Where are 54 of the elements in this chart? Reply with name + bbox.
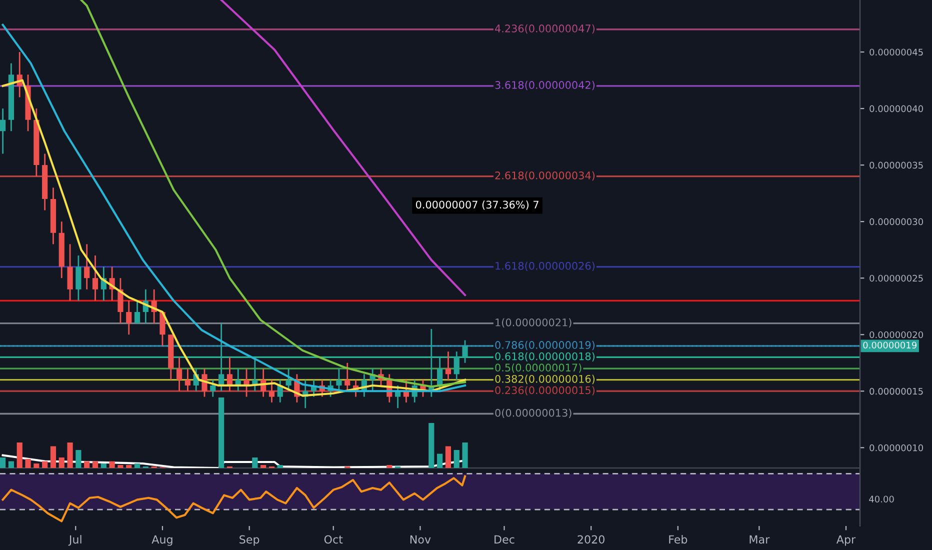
- y-tick-label: 0.00000020: [870, 331, 923, 338]
- annotation: 0.00000007 (37.36%) 7: [416, 200, 538, 210]
- candlestick: [344, 362, 350, 392]
- candlestick: [126, 300, 132, 336]
- y-tick-label: 0.00000030: [870, 218, 923, 226]
- ref-line-label: 1(0.00000021): [496, 318, 572, 328]
- ref-line-label: 0(0.00000013): [495, 408, 572, 418]
- x-tick-label: Aug: [152, 535, 172, 546]
- y-tick-label: 0.00000035: [870, 162, 923, 169]
- x-tick-label: 2020: [578, 535, 604, 544]
- x-tick-label: Mar: [750, 535, 770, 544]
- x-tick-label: Oct: [324, 535, 343, 544]
- candlestick: [336, 368, 342, 392]
- y-tick-label: 0.00000045: [870, 48, 923, 56]
- candlestick: [184, 368, 190, 392]
- y-tick-label: 0.00000025: [870, 274, 923, 282]
- candlestick: [202, 368, 208, 398]
- candlestick: [445, 350, 452, 381]
- candlestick: [437, 356, 443, 392]
- candlestick: [226, 356, 233, 392]
- candlestick: [210, 379, 216, 398]
- x-tick-label: Feb: [669, 535, 688, 544]
- candlestick: [134, 300, 140, 324]
- ref-line-label: 0.236(0.00000015): [495, 386, 595, 396]
- ref-line-label: 0.618(0.00000018): [495, 352, 595, 362]
- ref-line-label: 3.618(0.00000042): [495, 80, 595, 90]
- ref-line-label: 0.786(0.00000019): [495, 340, 595, 350]
- candlestick: [84, 243, 90, 290]
- ref-line-label: 2.618(0.00000034): [495, 171, 595, 181]
- ref-line-label: 0.5(0.00000017): [495, 363, 582, 373]
- x-tick-label: Dec: [494, 535, 514, 544]
- candlestick: [176, 356, 182, 392]
- candlestick: [160, 311, 166, 347]
- ref-line-label: 1.618(0.00000026): [496, 262, 595, 272]
- text: 40.00: [869, 496, 894, 503]
- x-tick-label: Apr: [836, 535, 856, 546]
- x-tick-label: Sep: [240, 535, 260, 546]
- y-tick-label: 0.00000015: [870, 388, 923, 395]
- ref-line-label: 0.00000019: [863, 342, 917, 349]
- y-tick-label: 0.00000040: [870, 105, 923, 112]
- candlestick: [118, 277, 124, 324]
- candlestick: [454, 350, 460, 381]
- candlestick: [0, 108, 6, 154]
- candlestick: [286, 368, 292, 392]
- ref-line-label: 0.382(0.00000016): [495, 374, 595, 384]
- ref-line-label: 4.236(0.00000047): [495, 24, 595, 34]
- candlestick: [67, 243, 73, 302]
- candlestick: [218, 322, 224, 392]
- x-tick-label: Jul: [68, 535, 82, 546]
- candlestick: [76, 254, 82, 302]
- x-tick-label: Nov: [410, 535, 431, 544]
- candlestick: [268, 379, 275, 404]
- candlestick: [92, 254, 98, 302]
- y-tick-label: 0.00000010: [870, 444, 923, 452]
